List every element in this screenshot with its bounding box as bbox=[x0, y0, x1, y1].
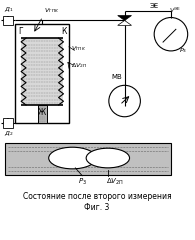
Text: $V^{\mathregular{ЭЕ}}$: $V^{\mathregular{ЭЕ}}$ bbox=[169, 6, 181, 15]
Text: Г: Г bbox=[18, 27, 23, 36]
Text: Ж: Ж bbox=[38, 108, 46, 117]
Ellipse shape bbox=[49, 147, 96, 169]
Text: МВ: МВ bbox=[111, 74, 122, 80]
Text: $\Delta V_{2\Pi}$: $\Delta V_{2\Pi}$ bbox=[106, 177, 124, 187]
Ellipse shape bbox=[86, 148, 129, 168]
Text: $Д_2$: $Д_2$ bbox=[4, 130, 13, 138]
Text: $P_3$: $P_3$ bbox=[179, 46, 187, 55]
Text: $P_3$: $P_3$ bbox=[78, 177, 87, 187]
Circle shape bbox=[109, 85, 140, 117]
Bar bbox=[3, 16, 13, 25]
Text: Фиг. 3: Фиг. 3 bbox=[84, 203, 110, 212]
Text: $V_{\Gamma\Pi K}$: $V_{\Gamma\Pi K}$ bbox=[71, 44, 87, 54]
Text: Состояние после второго измерения: Состояние после второго измерения bbox=[23, 192, 171, 201]
Bar bbox=[21, 38, 64, 105]
Text: К: К bbox=[61, 27, 66, 36]
Polygon shape bbox=[118, 16, 131, 20]
Bar bbox=[5, 143, 171, 175]
Text: ЭЕ: ЭЕ bbox=[150, 3, 159, 9]
Text: $V_{\,\Gamma\Pi K}$: $V_{\,\Gamma\Pi K}$ bbox=[44, 6, 60, 15]
Bar bbox=[38, 105, 47, 123]
Circle shape bbox=[154, 18, 188, 51]
Bar bbox=[15, 24, 69, 123]
Polygon shape bbox=[118, 20, 131, 25]
Bar bbox=[3, 118, 13, 128]
Text: $Д_1$: $Д_1$ bbox=[4, 5, 13, 14]
Text: $\Delta V_{2\Pi}$: $\Delta V_{2\Pi}$ bbox=[71, 61, 88, 70]
